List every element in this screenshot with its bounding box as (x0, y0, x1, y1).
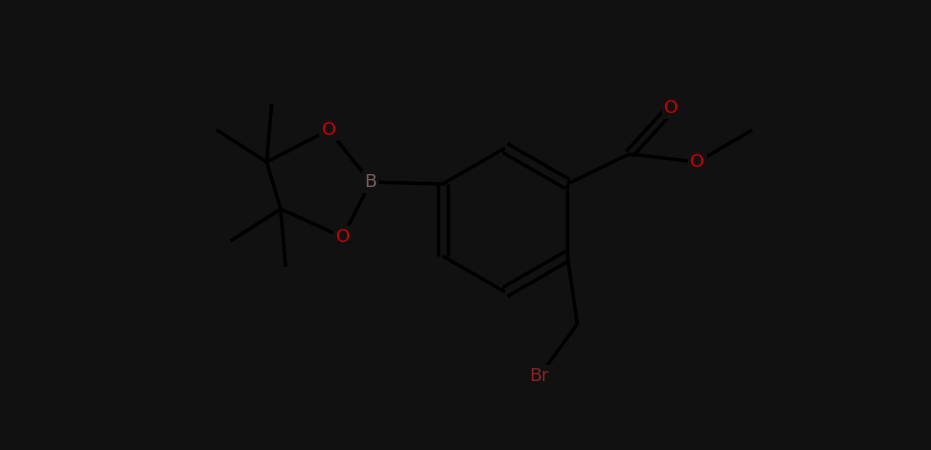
Text: B: B (365, 173, 377, 191)
Text: Br: Br (530, 367, 549, 385)
Text: O: O (321, 121, 336, 139)
Text: O: O (335, 228, 350, 246)
Text: O: O (665, 99, 679, 117)
Text: O: O (690, 153, 705, 171)
